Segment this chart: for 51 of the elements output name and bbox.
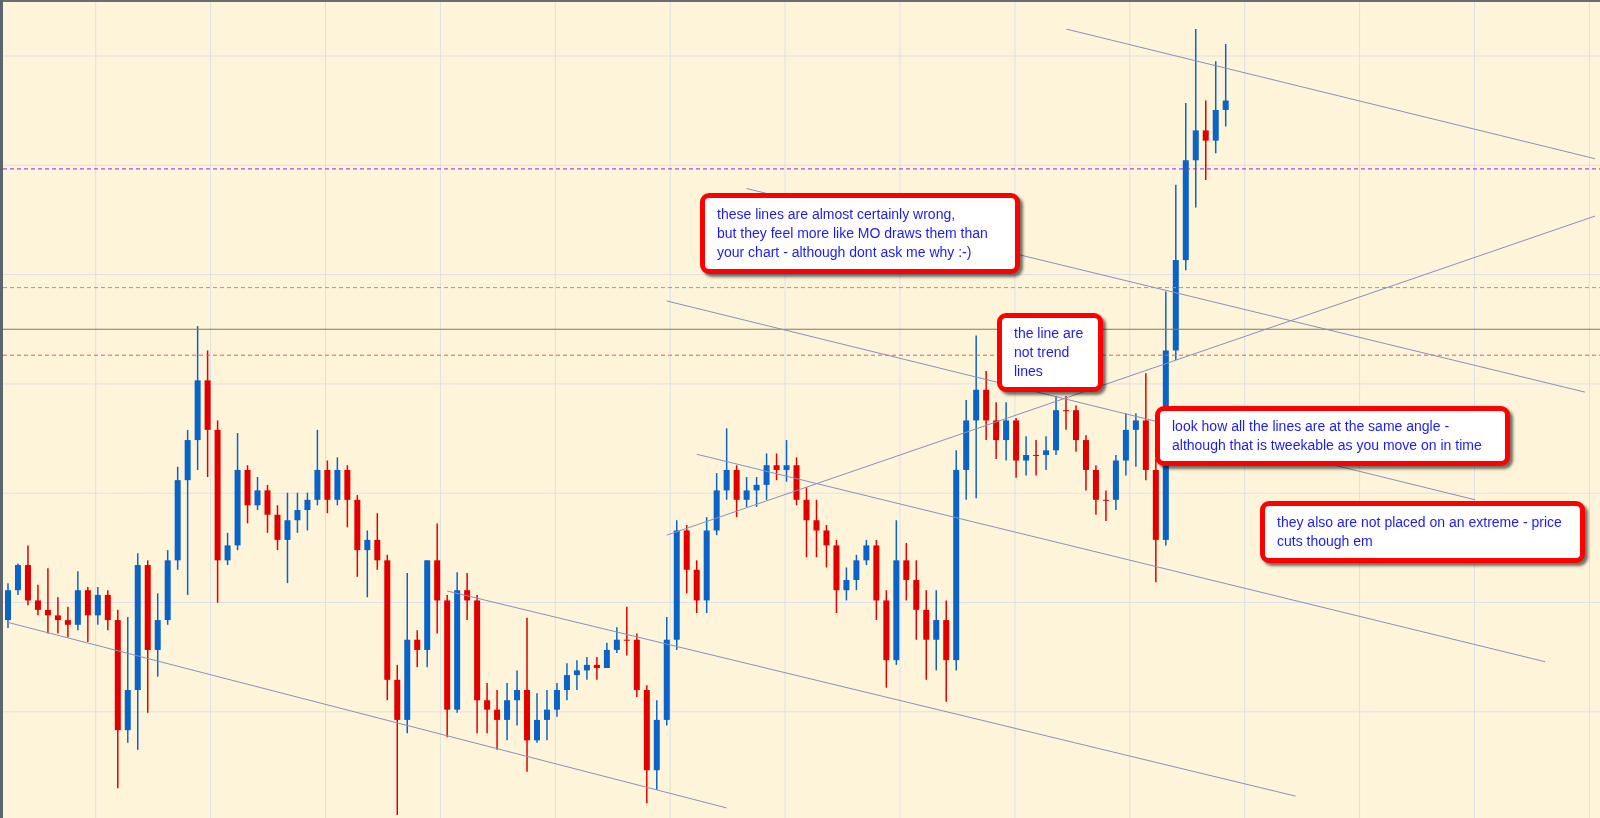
candlestick (224, 532, 231, 566)
candlestick (933, 589, 940, 672)
candlestick (514, 669, 521, 727)
candlestick (54, 596, 61, 635)
candlestick (284, 491, 291, 584)
candlestick (763, 452, 770, 501)
candlestick (823, 524, 830, 569)
candlestick (563, 662, 570, 701)
candlestick (1023, 435, 1030, 477)
candlestick (993, 401, 1000, 460)
candlestick (623, 605, 630, 657)
candlestick (573, 659, 580, 691)
candlestick (254, 476, 261, 511)
candlestick (1202, 99, 1209, 181)
candlestick (813, 499, 820, 558)
candlestick (753, 476, 760, 508)
candlestick (863, 539, 870, 566)
candlestick (44, 567, 51, 635)
candlestick (94, 586, 101, 626)
candlestick (583, 656, 590, 681)
candlestick (484, 682, 491, 735)
candlestick (504, 682, 511, 742)
candlestick (294, 491, 301, 534)
candlestick (364, 529, 371, 599)
candlestick (534, 692, 540, 744)
candlestick (613, 626, 620, 654)
candlestick (783, 439, 790, 483)
candlestick (1222, 43, 1229, 128)
candlestick (853, 554, 860, 591)
candlestick (1033, 439, 1040, 477)
candlestick (494, 689, 501, 751)
candlestick (843, 566, 850, 602)
candlestick (374, 512, 381, 571)
candlestick (1132, 412, 1139, 468)
candlestick (1102, 489, 1109, 522)
candlestick (1063, 395, 1070, 431)
candlestick (1043, 435, 1050, 471)
candlestick (743, 476, 750, 508)
candlestick (773, 452, 780, 481)
candlestick (803, 486, 810, 558)
candlestick (304, 491, 311, 532)
candlestick (64, 605, 71, 639)
candlestick (903, 542, 910, 602)
candlestick (1003, 401, 1010, 462)
candlestick (603, 642, 610, 669)
candlestick (553, 682, 560, 718)
candlestick (543, 689, 550, 742)
candlestick (414, 629, 421, 668)
candlestick (593, 656, 600, 681)
candlestick (723, 427, 730, 501)
candlestick (34, 583, 41, 617)
